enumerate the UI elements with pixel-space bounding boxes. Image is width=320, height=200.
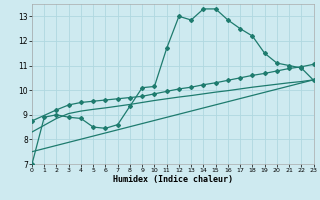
X-axis label: Humidex (Indice chaleur): Humidex (Indice chaleur) <box>113 175 233 184</box>
